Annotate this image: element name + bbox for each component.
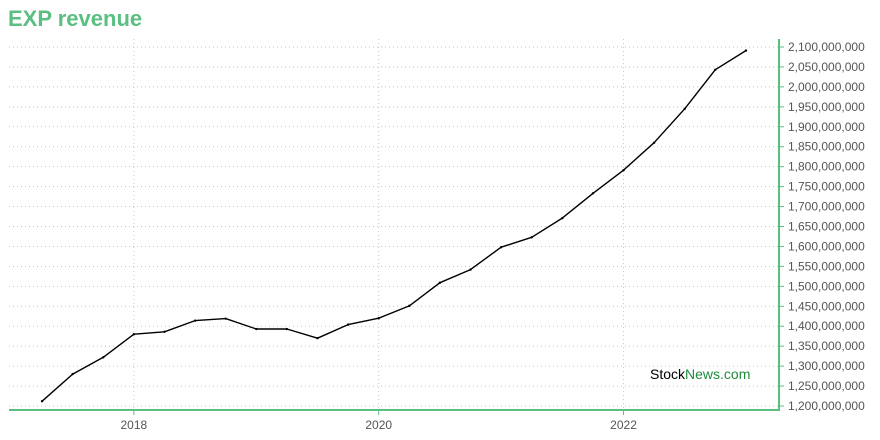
data-point xyxy=(530,236,533,239)
data-point xyxy=(469,268,472,271)
watermark-part-news: News.com xyxy=(685,366,750,382)
y-tick-label: 1,950,000,000 xyxy=(788,100,865,114)
data-point xyxy=(132,333,136,336)
x-tick-label: 2022 xyxy=(610,418,637,432)
y-tick-label: 2,100,000,000 xyxy=(788,40,865,54)
data-point xyxy=(683,107,686,111)
data-point xyxy=(193,319,197,322)
y-tick-label: 1,650,000,000 xyxy=(788,219,865,233)
y-tick-label: 1,400,000,000 xyxy=(788,319,865,333)
y-tick-label: 1,800,000,000 xyxy=(788,160,865,174)
data-point xyxy=(714,68,717,71)
data-point xyxy=(591,192,595,195)
y-tick-label: 1,700,000,000 xyxy=(788,200,865,214)
y-tick-label: 1,850,000,000 xyxy=(788,140,865,154)
y-tick-label: 1,300,000,000 xyxy=(788,359,865,373)
y-tick-label: 1,250,000,000 xyxy=(788,379,865,393)
data-point xyxy=(71,372,74,376)
data-point xyxy=(316,336,319,340)
y-tick-label: 2,000,000,000 xyxy=(788,80,865,94)
data-point xyxy=(744,49,748,52)
x-tick-label: 2020 xyxy=(365,418,392,432)
watermark-text: StockNews.com xyxy=(650,366,750,382)
chart-title: EXP revenue xyxy=(8,6,143,31)
watermark-part-stock: Stock xyxy=(650,366,686,382)
y-tick-label: 2,050,000,000 xyxy=(788,60,865,74)
y-tick-label: 1,450,000,000 xyxy=(788,299,865,313)
y-tick-label: 1,550,000,000 xyxy=(788,259,865,273)
y-tick-label: 1,500,000,000 xyxy=(788,279,865,293)
data-point xyxy=(408,304,411,308)
revenue-series-line xyxy=(41,50,747,402)
data-point xyxy=(561,216,564,220)
y-tick-label: 1,200,000,000 xyxy=(788,399,865,413)
data-point xyxy=(255,327,258,331)
data-point xyxy=(163,330,166,334)
data-point xyxy=(102,356,105,359)
data-point xyxy=(499,246,503,249)
data-point xyxy=(285,327,289,331)
data-point xyxy=(622,169,625,172)
y-tick-label: 1,350,000,000 xyxy=(788,339,865,353)
data-point xyxy=(438,281,442,284)
data-point xyxy=(40,400,44,403)
data-point xyxy=(224,317,227,320)
x-tick-label: 2018 xyxy=(121,418,148,432)
y-tick-label: 1,600,000,000 xyxy=(788,239,865,253)
y-tick-label: 1,900,000,000 xyxy=(788,120,865,134)
data-point xyxy=(346,323,350,326)
data-point xyxy=(652,141,656,144)
data-point xyxy=(377,317,380,320)
y-tick-label: 1,750,000,000 xyxy=(788,180,865,194)
